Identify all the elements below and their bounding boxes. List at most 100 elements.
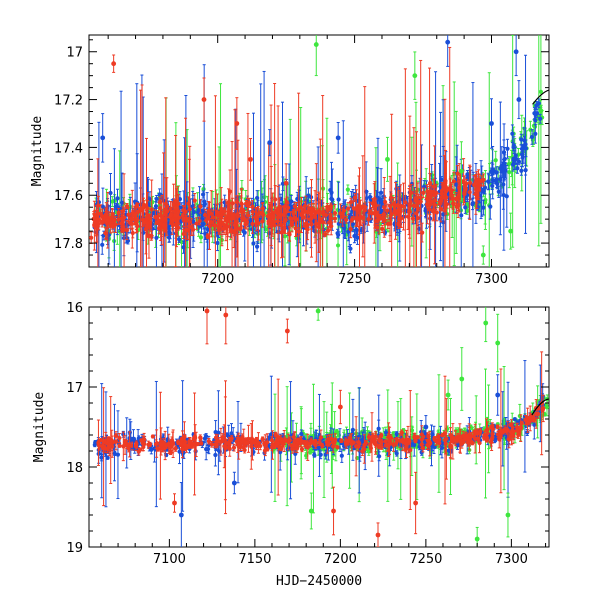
data-point-blue xyxy=(470,200,476,206)
top-plot-frame xyxy=(88,34,550,268)
data-point-red xyxy=(113,222,118,227)
data-point-green xyxy=(539,108,544,113)
data-point-red xyxy=(129,221,134,226)
data-point-red xyxy=(171,202,176,207)
data-point-red xyxy=(124,228,129,233)
data-point-red xyxy=(296,229,301,234)
data-point-blue xyxy=(498,176,503,182)
data-point-red xyxy=(211,215,216,220)
data-point-red xyxy=(221,226,226,231)
data-point-red xyxy=(192,198,197,203)
data-point-red xyxy=(374,225,380,230)
data-point-blue xyxy=(177,237,182,242)
data-point-red xyxy=(250,221,255,226)
data-point-blue xyxy=(519,137,524,142)
data-point-red xyxy=(413,198,418,203)
data-point-red xyxy=(434,190,439,196)
data-point-blue xyxy=(181,245,186,250)
data-point-red xyxy=(303,221,309,226)
data-point-red xyxy=(403,200,408,205)
data-point-red xyxy=(296,207,301,212)
data-point-blue xyxy=(533,131,538,136)
data-point-red xyxy=(350,217,355,222)
data-point-red xyxy=(219,207,224,212)
data-point-blue xyxy=(510,131,515,136)
data-point-blue xyxy=(392,222,397,227)
data-point-red xyxy=(362,208,367,213)
data-point-blue xyxy=(465,172,470,177)
data-point-blue xyxy=(254,244,260,249)
data-point-blue xyxy=(203,231,208,236)
data-point-red xyxy=(447,187,452,192)
data-point-red xyxy=(456,192,461,197)
data-point-red xyxy=(455,171,460,176)
data-point-blue xyxy=(196,210,201,215)
data-point-red xyxy=(325,207,330,213)
data-point-blue xyxy=(441,212,446,217)
data-point-red xyxy=(383,199,388,205)
data-point-red xyxy=(431,208,436,213)
data-point-red xyxy=(366,217,371,222)
data-point-red xyxy=(389,212,394,217)
data-point-green xyxy=(345,187,350,192)
data-point-green xyxy=(335,243,341,248)
data-point-blue xyxy=(515,166,520,171)
data-point-red xyxy=(243,222,248,227)
data-point-red xyxy=(181,208,186,213)
data-point-blue xyxy=(496,189,501,194)
data-point-blue xyxy=(154,196,159,201)
data-point-blue xyxy=(519,168,524,173)
data-point-blue xyxy=(267,231,272,236)
data-point-red xyxy=(420,230,425,235)
data-point-red xyxy=(205,234,210,239)
data-point-blue xyxy=(439,177,444,182)
data-point-red xyxy=(198,204,203,209)
data-point-blue xyxy=(510,162,516,167)
data-point-red xyxy=(453,196,458,202)
data-point-blue xyxy=(359,228,364,233)
data-point-red xyxy=(273,197,278,202)
data-point-red xyxy=(156,218,161,223)
data-point-red xyxy=(134,203,139,208)
data-point-red xyxy=(332,210,338,216)
data-point-red xyxy=(348,200,354,205)
data-point-blue xyxy=(501,182,506,187)
data-point-red xyxy=(468,180,473,185)
data-point-green xyxy=(198,235,204,240)
data-point-red xyxy=(257,210,262,216)
data-point-blue xyxy=(201,221,206,227)
data-point-blue xyxy=(100,242,105,247)
data-point-blue xyxy=(255,195,260,201)
data-point-blue xyxy=(504,194,509,199)
data-point-blue xyxy=(486,179,491,184)
data-point-red xyxy=(320,220,326,225)
data-point-red xyxy=(149,207,154,212)
data-point-blue xyxy=(108,190,113,196)
data-point-green xyxy=(493,158,498,163)
data-point-red xyxy=(184,227,189,233)
data-point-red xyxy=(246,213,251,218)
data-point-red xyxy=(158,222,163,227)
data-point-blue xyxy=(513,153,518,158)
data-point-red xyxy=(256,221,261,226)
data-point-green xyxy=(528,127,533,132)
data-point-red xyxy=(229,215,235,221)
data-point-red xyxy=(186,201,191,206)
data-point-blue xyxy=(191,210,196,215)
data-point-red xyxy=(176,225,181,230)
data-point-green xyxy=(282,234,288,239)
data-point-blue xyxy=(511,157,516,163)
data-point-red xyxy=(133,212,138,218)
data-point-red xyxy=(100,219,105,224)
data-point-red xyxy=(314,221,319,226)
data-point-blue xyxy=(167,231,172,236)
data-point-blue xyxy=(419,203,424,208)
data-point-blue xyxy=(241,228,246,234)
data-point-blue xyxy=(202,199,207,204)
data-point-blue xyxy=(177,197,183,202)
data-point-blue xyxy=(153,204,159,209)
data-point-blue xyxy=(154,235,159,241)
data-point-red xyxy=(187,224,192,229)
data-point-blue xyxy=(500,168,505,173)
